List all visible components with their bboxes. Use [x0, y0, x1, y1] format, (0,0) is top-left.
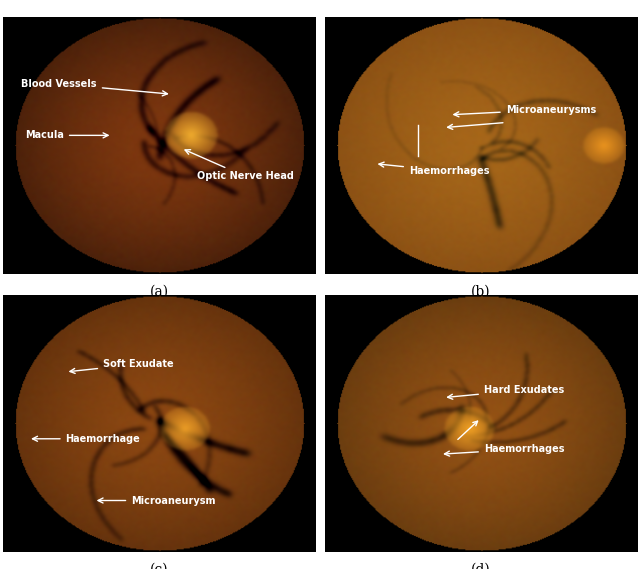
Text: Blood Vessels: Blood Vessels: [21, 79, 168, 96]
Text: Optic Nerve Head: Optic Nerve Head: [185, 150, 294, 182]
Text: Haemorrhages: Haemorrhages: [379, 162, 490, 176]
Text: Haemorrhages: Haemorrhages: [445, 444, 564, 456]
Text: Hard Exudates: Hard Exudates: [447, 385, 564, 399]
Text: Soft Exudate: Soft Exudate: [70, 359, 173, 373]
Text: Haemorrhage: Haemorrhage: [33, 434, 140, 444]
Text: Macula: Macula: [25, 130, 108, 141]
Text: (a): (a): [150, 284, 169, 299]
Text: Microaneurysms: Microaneurysms: [454, 105, 596, 117]
Text: Microaneurysm: Microaneurysm: [98, 496, 216, 505]
Text: (b): (b): [471, 284, 490, 299]
Text: (d): (d): [471, 562, 491, 569]
Text: (c): (c): [150, 562, 168, 569]
